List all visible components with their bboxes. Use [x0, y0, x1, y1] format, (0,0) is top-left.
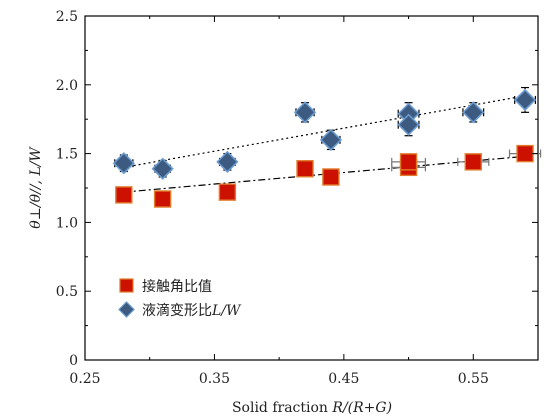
y-tick-label: 1.0	[56, 215, 78, 231]
legend: 接触角比值 液滴变形比L/W	[118, 278, 242, 319]
contact-angle-point	[399, 153, 418, 171]
y-tick-label: 2.0	[56, 78, 78, 94]
x-tick-label: 0.25	[69, 371, 100, 387]
deformation-point	[293, 101, 317, 124]
legend-label-deformation-text: 液滴变形比	[142, 302, 212, 319]
contact-angle-point	[153, 190, 172, 208]
x-axis-label-math: R/(R+G)	[331, 400, 392, 416]
deformation-point	[112, 152, 135, 175]
x-axis-ticks: 0.25 0.35 0.45 0.55	[69, 16, 489, 387]
contact-angle-point	[218, 183, 237, 201]
legend-item-deformation: 液滴变形比L/W	[118, 301, 242, 319]
x-tick-label: 0.45	[328, 371, 359, 387]
contact-angle-point	[516, 144, 534, 163]
contact-angle-point	[322, 168, 340, 186]
x-tick-label: 0.55	[458, 371, 489, 387]
legend-label-deformation-math: L/W	[211, 303, 242, 319]
deformation-point	[151, 157, 174, 180]
x-axis-label-prefix: Solid fraction	[232, 400, 332, 416]
y-axis-label: θ⊥/θ//, L/W	[28, 146, 44, 229]
legend-diamond-marker	[118, 301, 135, 318]
deformation-point	[462, 101, 485, 124]
y-tick-label: 2.5	[56, 9, 78, 25]
legend-label-contact-angle: 接触角比值	[142, 278, 212, 295]
x-axis-label: Solid fraction R/(R+G)	[232, 400, 392, 416]
y-tick-label: 0	[69, 353, 78, 369]
contact-angle-point	[115, 186, 133, 204]
x-tick-label: 0.35	[199, 371, 230, 387]
data-markers	[112, 88, 537, 208]
legend-item-contact-angle: 接触角比值	[119, 278, 212, 295]
deformation-point	[319, 128, 343, 151]
contact-angle-point	[464, 153, 482, 171]
contact-angle-point	[296, 160, 314, 178]
deformation-point	[216, 150, 239, 173]
legend-square-marker	[119, 278, 134, 293]
y-tick-label: 0.5	[56, 284, 78, 300]
deformation-point	[397, 113, 420, 136]
deformation-point	[513, 88, 537, 112]
y-axis-ticks: 0 0.5 1.0 1.5 2.0 2.5	[56, 9, 538, 369]
legend-label-deformation: 液滴变形比L/W	[142, 302, 242, 319]
y-tick-label: 1.5	[56, 147, 78, 163]
